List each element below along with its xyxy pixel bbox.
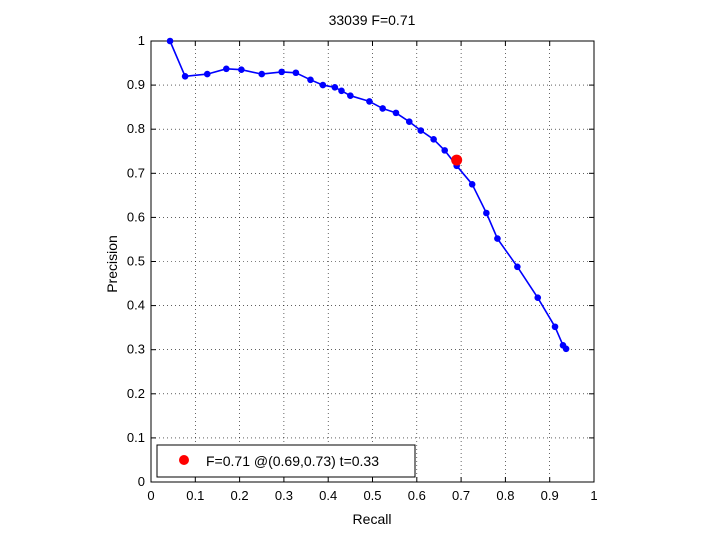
- x-tick-label: 0.1: [186, 488, 204, 503]
- x-tick-label: 0.5: [363, 488, 381, 503]
- best-f-point: [451, 154, 463, 166]
- series-point: [331, 84, 339, 91]
- series-point: [238, 66, 245, 73]
- series-point: [468, 181, 476, 188]
- x-tick-label: 0.3: [275, 488, 293, 503]
- legend-label: F=0.71 @(0.69,0.73) t=0.33: [206, 453, 379, 469]
- y-tick-label: 0.6: [127, 209, 145, 224]
- series-point: [405, 118, 413, 126]
- series-point: [379, 105, 386, 112]
- series-point: [562, 345, 570, 353]
- series-point: [181, 72, 189, 80]
- x-tick-label: 0.8: [496, 488, 514, 503]
- x-tick-label: 0.2: [231, 488, 249, 503]
- series-point: [166, 37, 174, 45]
- y-tick-label: 0.2: [127, 386, 145, 401]
- series-point: [494, 235, 501, 242]
- series-point: [292, 69, 300, 77]
- y-tick-label: 0.5: [127, 254, 145, 269]
- series-point: [319, 81, 327, 89]
- chart-title: 33039 F=0.71: [329, 12, 416, 28]
- series-layer: [166, 37, 570, 353]
- legend: F=0.71 @(0.69,0.73) t=0.33: [156, 444, 416, 478]
- y-tick-labels: 0 0.1 0.2 0.3 0.4 0.5 0.6 0.7 0.8 0.9 1: [127, 33, 145, 489]
- series-point: [551, 323, 559, 331]
- y-tick-label: 0.8: [127, 121, 145, 136]
- series-point: [278, 68, 285, 76]
- series-point: [203, 70, 211, 78]
- y-tick-label: 0.1: [127, 430, 145, 445]
- series-point: [392, 109, 400, 117]
- series-point: [417, 127, 425, 134]
- series-point: [366, 98, 373, 105]
- x-tick-label: 0: [147, 488, 154, 503]
- y-tick-label: 1: [138, 33, 145, 48]
- series-point: [338, 87, 345, 95]
- y-tick-label: 0.3: [127, 342, 145, 357]
- x-tick-label: 0.6: [408, 488, 426, 503]
- series-point: [483, 209, 490, 217]
- series-point: [441, 147, 449, 154]
- y-tick-label: 0.7: [127, 165, 145, 180]
- legend-marker-best-point: [179, 455, 189, 465]
- series-point: [223, 65, 230, 73]
- y-tick-label: 0.9: [127, 77, 145, 92]
- series-point: [347, 92, 354, 99]
- x-tick-label: 0.7: [452, 488, 470, 503]
- series-point: [258, 70, 266, 78]
- grid: [151, 41, 594, 482]
- series-point: [430, 136, 437, 143]
- y-tick-label: 0: [138, 474, 145, 489]
- x-tick-label: 0.9: [541, 488, 559, 503]
- x-tick-label: 1: [590, 488, 597, 503]
- series-point: [514, 263, 521, 271]
- x-tick-label: 0.4: [319, 488, 337, 503]
- y-tick-label: 0.4: [127, 298, 145, 313]
- x-axis-label: Recall: [353, 511, 392, 527]
- tick-marks: [150, 40, 595, 483]
- best-point-layer: [451, 154, 463, 166]
- series-point: [307, 76, 314, 84]
- y-axis-label: Precision: [104, 235, 120, 293]
- legend-box: [156, 444, 416, 478]
- series-point: [534, 294, 542, 301]
- x-tick-labels: 0 0.1 0.2 0.3 0.4 0.5 0.6 0.7 0.8 0.9 1: [147, 488, 597, 503]
